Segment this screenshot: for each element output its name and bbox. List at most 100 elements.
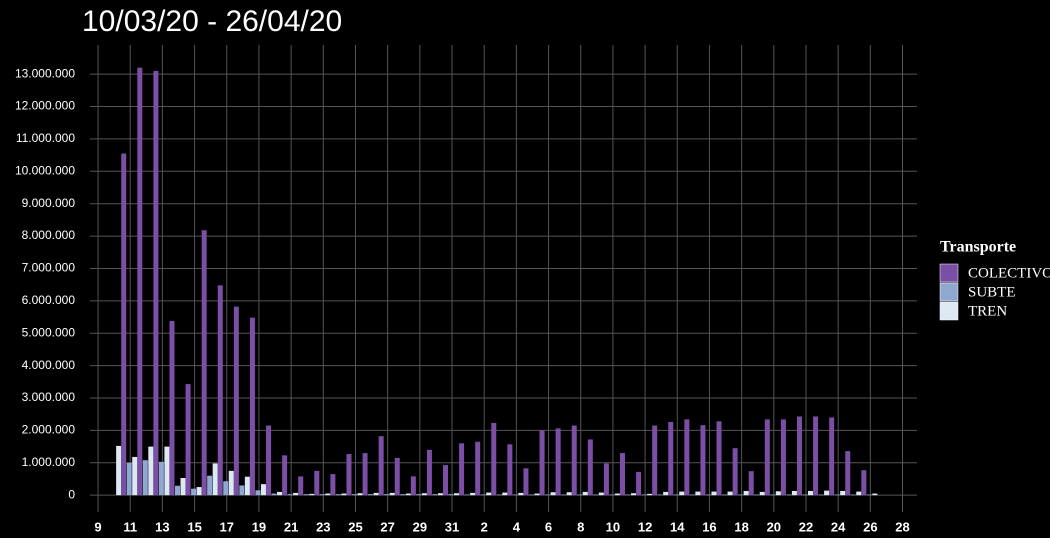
bar — [491, 422, 497, 496]
bar — [266, 425, 272, 496]
bar — [727, 491, 733, 496]
bar — [164, 446, 170, 496]
bar — [207, 475, 213, 496]
bar — [619, 453, 625, 496]
bar — [689, 494, 695, 496]
bar — [625, 494, 631, 496]
x-tick-label: 9 — [94, 519, 101, 534]
bar — [443, 465, 449, 496]
y-tick-label: 11.000.000 — [16, 131, 75, 145]
bar — [657, 494, 663, 496]
x-tick-label: 20 — [767, 519, 781, 534]
bar — [217, 285, 223, 496]
bar — [126, 462, 132, 496]
bar — [142, 460, 148, 496]
y-tick-label: 1.000.000 — [22, 455, 76, 469]
chart-title: 10/03/20 - 26/04/20 — [82, 5, 342, 38]
bar — [630, 493, 636, 496]
bar — [319, 494, 325, 496]
legend-swatch — [939, 301, 959, 321]
bar — [668, 421, 674, 496]
bar — [196, 487, 202, 496]
bar — [764, 419, 770, 496]
bar — [448, 494, 454, 496]
bar — [357, 493, 363, 496]
bar — [705, 494, 711, 496]
x-tick-label: 4 — [513, 519, 521, 534]
bar — [116, 445, 122, 496]
bar — [335, 494, 341, 496]
bar — [512, 494, 518, 496]
bar — [872, 493, 878, 496]
bar — [732, 448, 738, 496]
y-tick-label: 3.000.000 — [22, 390, 76, 404]
bar — [233, 306, 239, 496]
y-tick-label: 0 — [68, 487, 75, 501]
bar — [121, 153, 127, 496]
legend-label: SUBTE — [968, 284, 1016, 300]
bar — [437, 493, 443, 496]
bar — [169, 320, 175, 496]
legend-label: TREN — [968, 303, 1007, 319]
bar — [796, 416, 802, 496]
bar — [679, 491, 685, 496]
bar — [818, 494, 824, 496]
bar — [180, 477, 186, 496]
bar — [528, 494, 534, 496]
y-tick-label: 9.000.000 — [22, 196, 76, 210]
bar — [786, 494, 792, 496]
y-tick-label: 8.000.000 — [22, 228, 76, 242]
bar — [378, 436, 384, 496]
x-tick-label: 16 — [702, 519, 716, 534]
bar — [507, 444, 513, 496]
x-tick-label: 8 — [577, 519, 584, 534]
bar — [502, 492, 508, 496]
y-tick-label: 13.000.000 — [15, 66, 75, 80]
bar — [738, 494, 744, 496]
bar — [856, 491, 862, 496]
x-tick-label: 17 — [220, 519, 234, 534]
bar — [518, 492, 524, 496]
bar — [598, 492, 604, 496]
y-tick-label: 6.000.000 — [22, 293, 76, 307]
bar — [861, 470, 867, 496]
bar — [405, 493, 411, 496]
bar — [475, 441, 481, 496]
x-tick-label: 10 — [606, 519, 620, 534]
y-tick-label: 7.000.000 — [22, 261, 76, 275]
bar — [373, 492, 379, 496]
x-tick-label: 14 — [670, 519, 685, 534]
x-tick-label: 23 — [316, 519, 330, 534]
bar — [641, 494, 647, 496]
bar — [271, 493, 277, 496]
bar — [341, 493, 347, 496]
bar — [684, 419, 690, 496]
x-tick-label: 12 — [638, 519, 652, 534]
legend-title: Transporte — [940, 239, 1016, 256]
bar — [346, 454, 352, 496]
bar — [389, 492, 395, 496]
bar — [421, 493, 427, 496]
legend-swatch — [939, 282, 959, 302]
bar — [534, 493, 540, 496]
x-tick-label: 13 — [155, 519, 169, 534]
bar — [609, 494, 615, 496]
bar — [416, 494, 422, 496]
bar — [330, 474, 336, 496]
y-tick-label: 4.000.000 — [22, 358, 76, 372]
x-tick-label: 28 — [895, 519, 909, 534]
bar — [770, 494, 776, 496]
bar — [743, 490, 749, 496]
bar — [802, 494, 808, 496]
bar — [555, 428, 561, 496]
bar — [754, 494, 760, 496]
bar — [368, 494, 374, 496]
bar — [287, 494, 293, 496]
bar — [293, 492, 299, 496]
x-tick-label: 15 — [187, 519, 201, 534]
x-tick-label: 19 — [252, 519, 266, 534]
bar — [840, 490, 846, 496]
bar — [866, 494, 872, 496]
bar — [260, 484, 266, 496]
bar — [695, 491, 701, 496]
